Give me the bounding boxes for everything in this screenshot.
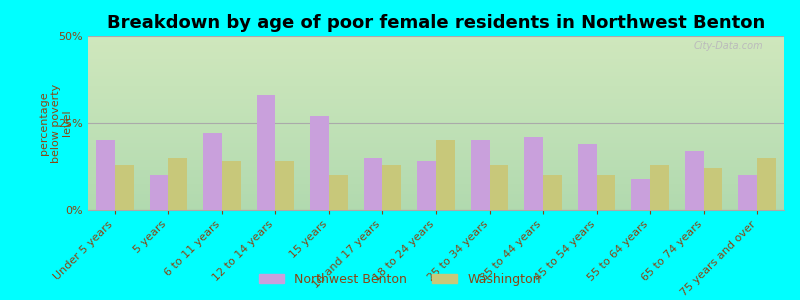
Bar <box>436 140 454 210</box>
Bar <box>222 161 241 210</box>
Bar <box>364 158 382 210</box>
Bar <box>578 144 597 210</box>
Bar <box>758 158 776 210</box>
Bar <box>150 175 168 210</box>
Bar <box>470 140 490 210</box>
Bar <box>275 161 294 210</box>
Bar <box>257 95 275 210</box>
Bar <box>418 161 436 210</box>
Bar <box>114 165 134 210</box>
Bar <box>650 165 669 210</box>
Text: City-Data.com: City-Data.com <box>694 41 763 51</box>
Bar <box>524 137 543 210</box>
Bar <box>329 175 348 210</box>
Bar <box>704 168 722 210</box>
Bar <box>382 165 401 210</box>
Bar <box>203 134 222 210</box>
Bar <box>631 179 650 210</box>
Bar <box>597 175 615 210</box>
Bar <box>685 151 704 210</box>
Bar <box>738 175 758 210</box>
Title: Breakdown by age of poor female residents in Northwest Benton: Breakdown by age of poor female resident… <box>107 14 765 32</box>
Y-axis label: percentage
below poverty
level: percentage below poverty level <box>39 83 72 163</box>
Bar <box>490 165 508 210</box>
Bar <box>96 140 114 210</box>
Bar <box>310 116 329 210</box>
Bar <box>168 158 187 210</box>
Legend: Northwest Benton, Washington: Northwest Benton, Washington <box>254 268 546 291</box>
Bar <box>543 175 562 210</box>
